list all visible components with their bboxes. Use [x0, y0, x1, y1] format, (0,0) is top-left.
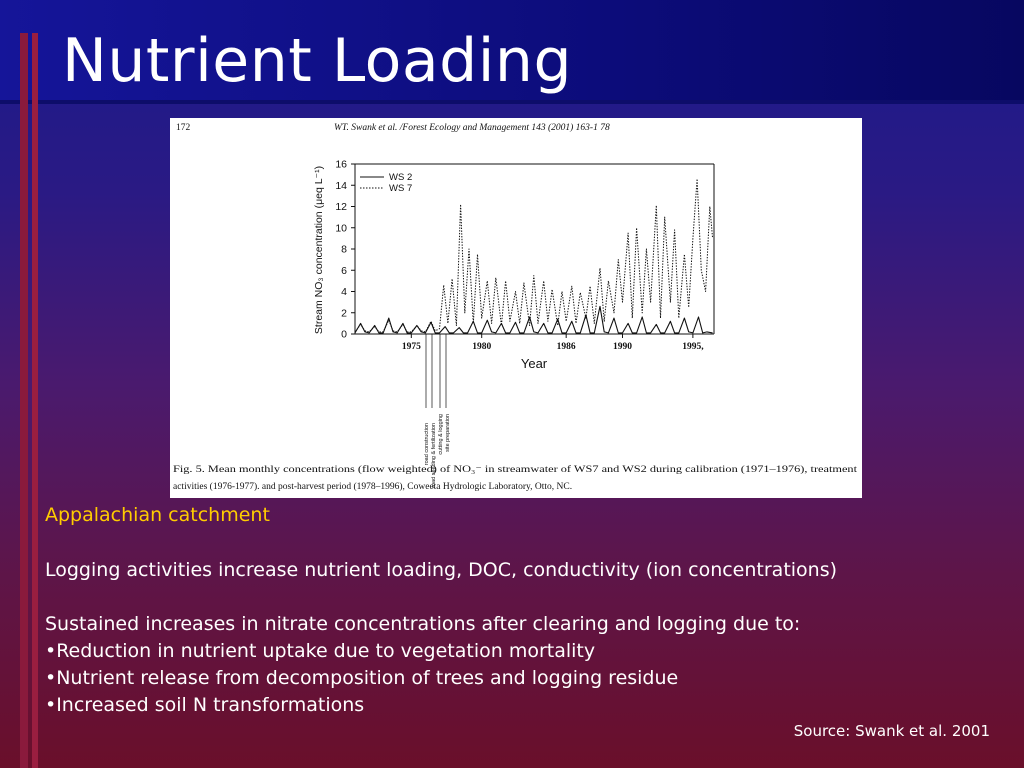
title-divider [0, 100, 1024, 104]
accent-bar-left [20, 33, 28, 768]
figure-caption-line-1: Fig. 5. Mean monthly concentrations (flo… [173, 464, 857, 475]
y-tick-label: 6 [341, 265, 347, 277]
x-tick-label: 1990 [613, 342, 632, 352]
figure-scan: 172 WT. Swank et al. /Forest Ecology and… [170, 118, 862, 498]
paragraph-logging: Logging activities increase nutrient loa… [45, 559, 838, 581]
y-axis-title: Stream NO₃ concentration (μeq L⁻¹) [313, 166, 325, 334]
y-tick-label: 12 [335, 201, 347, 213]
accent-bar-right [32, 33, 38, 768]
series-line-ws7 [354, 178, 714, 333]
legend-ws7-label: WS 7 [389, 183, 412, 194]
chart-legend: WS 2 WS 7 [360, 172, 412, 194]
slide-title: Nutrient Loading [62, 26, 573, 96]
y-tick-label: 2 [341, 307, 347, 319]
annotation-cutting-logging: cutting & logging [438, 414, 444, 455]
legend-ws2-label: WS 2 [389, 172, 412, 183]
figure-page-number: 172 [176, 123, 191, 133]
subheading-appalachian: Appalachian catchment [45, 504, 270, 526]
bullet-item-3: •Increased soil N transformations [45, 694, 365, 716]
figure-header: WT. Swank et al. /Forest Ecology and Man… [334, 122, 610, 133]
y-tick-label: 14 [335, 180, 347, 192]
y-tick-label: 8 [341, 244, 347, 256]
x-axis-title: Year [521, 356, 548, 371]
source-citation: Source: Swank et al. 2001 [793, 722, 990, 740]
x-tick-label: 1986 [557, 342, 576, 352]
bullet-item-1: •Reduction in nutrient uptake due to veg… [45, 640, 596, 662]
x-tick-label: 1975 [402, 342, 421, 352]
x-tick-label: 1995, [682, 342, 704, 352]
annotation-road-seeding: road seeding & fertilization [431, 423, 437, 488]
y-tick-label: 16 [335, 159, 347, 171]
x-tick-label: 1980 [472, 342, 491, 352]
paragraph-sustained: Sustained increases in nitrate concentra… [45, 613, 801, 635]
treatment-annotations: road construction road seeding & fertili… [424, 334, 451, 488]
annotation-road-construction: road construction [424, 423, 430, 465]
y-tick-label: 10 [335, 222, 347, 234]
series-line-ws2 [354, 305, 713, 334]
nitrate-chart: 172 WT. Swank et al. /Forest Ecology and… [173, 122, 857, 492]
annotation-site-preparation: site preparation [445, 414, 451, 452]
y-tick-label: 0 [341, 329, 347, 341]
bullet-item-2: •Nutrient release from decomposition of … [45, 667, 679, 689]
title-band [0, 0, 1024, 100]
y-tick-label: 4 [341, 286, 347, 298]
figure-caption-line-2: activities (1976-1977). and post-harvest… [173, 481, 572, 492]
